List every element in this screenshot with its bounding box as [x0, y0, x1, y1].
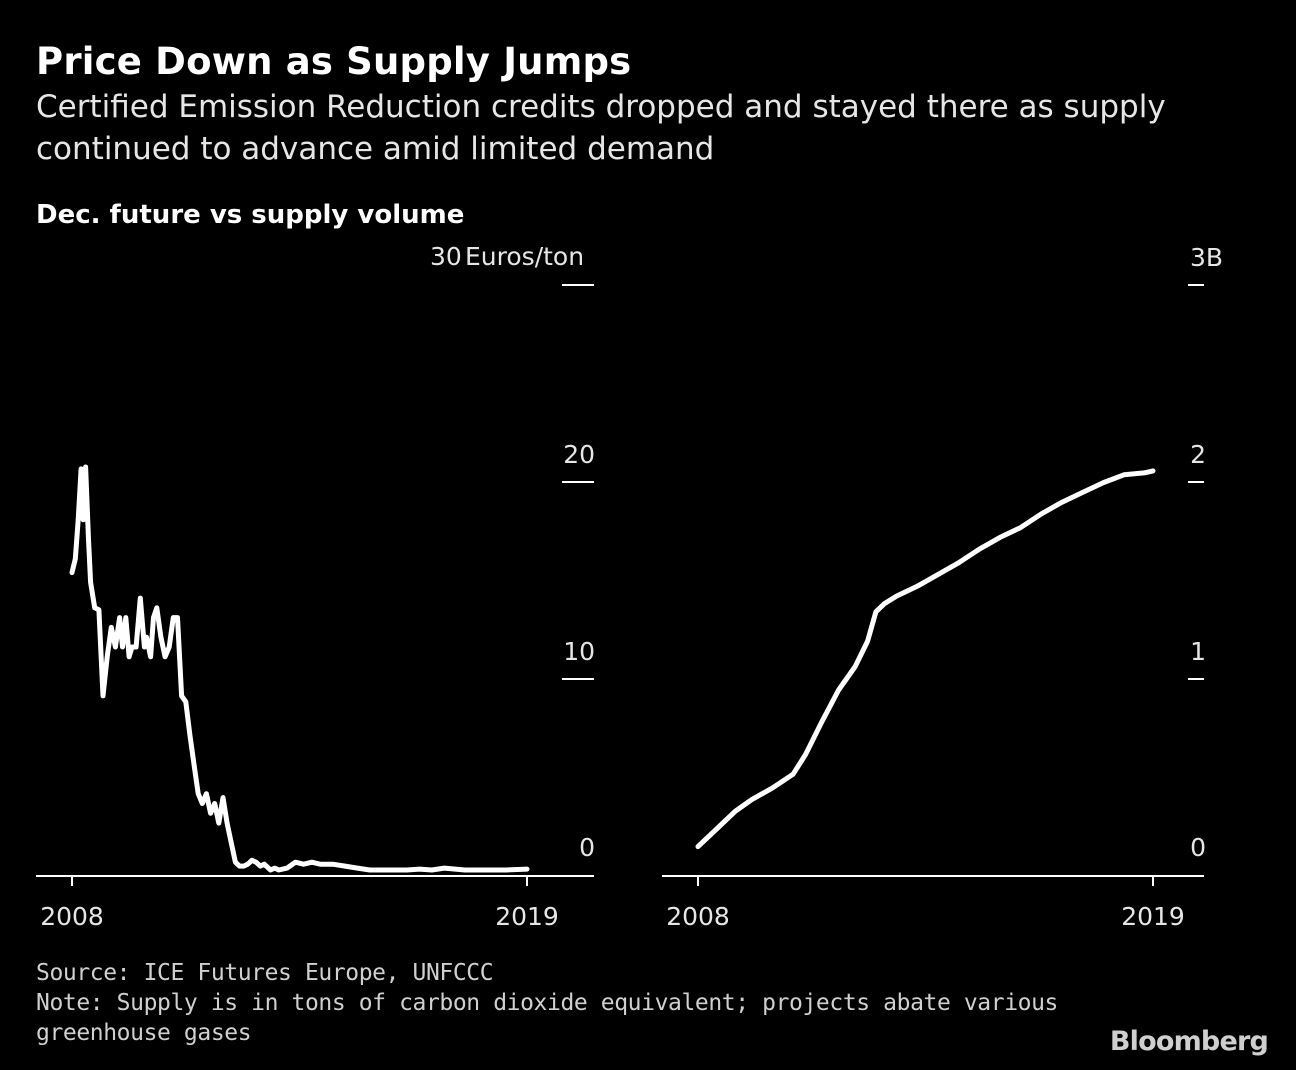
price-y-unit: Euros/ton	[465, 242, 584, 271]
supply-y-label-3b: 3B	[1190, 243, 1223, 272]
footer: Source: ICE Futures Europe, UNFCCC Note:…	[36, 958, 1058, 1048]
footnote-line-2: greenhouse gases	[36, 1020, 252, 1046]
source-note: Source: ICE Futures Europe, UNFCCC	[36, 960, 494, 986]
price-x-label-2008: 2008	[40, 902, 104, 931]
supply-y-label-1: 1	[1190, 637, 1206, 666]
supply-y-label-2: 2	[1190, 440, 1206, 469]
supply-x-label-2008: 2008	[666, 902, 730, 931]
footnote-line-1: Note: Supply is in tons of carbon dioxid…	[36, 990, 1058, 1016]
price-y-label-0: 0	[579, 833, 595, 862]
supply-y-label-0: 0	[1190, 833, 1206, 862]
section-label: Dec. future vs supply volume	[36, 200, 465, 230]
chart-subtitle: Certified Emission Reduction credits dro…	[36, 89, 1166, 167]
supply-line	[695, 468, 1156, 850]
chart-title: Price Down as Supply Jumps	[36, 40, 632, 83]
price-y-label-20: 20	[563, 440, 595, 469]
supply-x-label-2019: 2019	[1121, 902, 1185, 931]
price-y-label-30: 30	[430, 242, 462, 271]
price-line	[69, 464, 530, 873]
supply-chart: 3B 2 1 0 2008 2019	[662, 243, 1223, 931]
price-y-label-10: 10	[563, 637, 595, 666]
price-x-label-2019: 2019	[495, 902, 559, 931]
bloomberg-logo: Bloomberg	[1109, 1026, 1269, 1057]
price-chart: 30 Euros/ton 20 10 0 2008 2019	[36, 242, 595, 931]
